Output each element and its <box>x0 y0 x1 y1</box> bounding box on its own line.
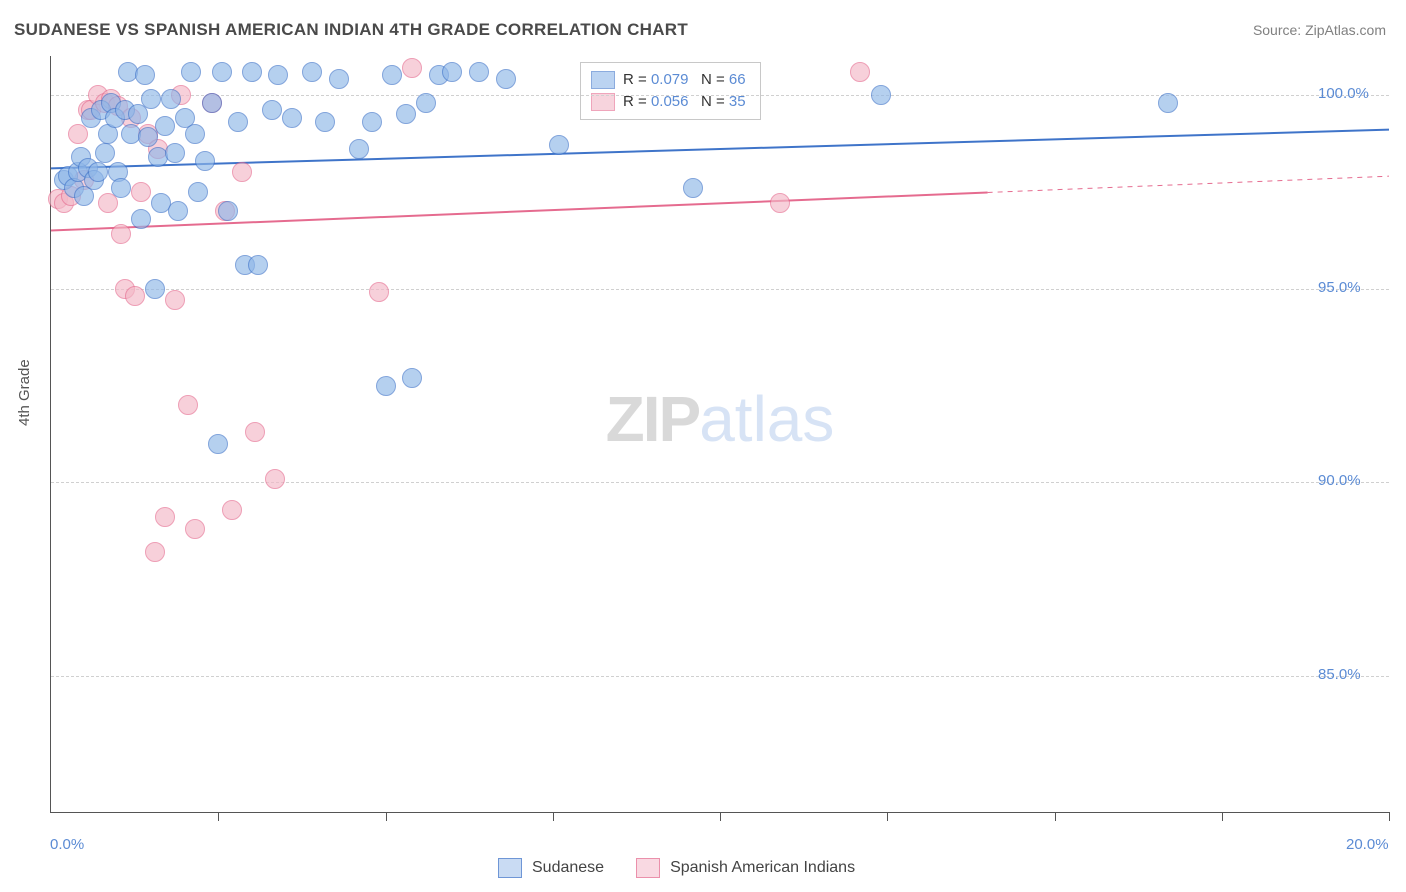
data-point <box>111 224 131 244</box>
data-point <box>135 65 155 85</box>
data-point <box>218 201 238 221</box>
chart-title: SUDANESE VS SPANISH AMERICAN INDIAN 4TH … <box>14 20 688 40</box>
y-tick-label: 90.0% <box>1318 472 1361 489</box>
legend-swatch <box>591 71 615 89</box>
data-point <box>362 112 382 132</box>
data-point <box>416 93 436 113</box>
legend-label: Sudanese <box>532 859 604 877</box>
data-point <box>98 193 118 213</box>
data-point <box>315 112 335 132</box>
watermark-atlas: atlas <box>699 383 834 455</box>
data-point <box>141 89 161 109</box>
data-point <box>178 395 198 415</box>
legend-swatch <box>636 858 660 878</box>
data-point <box>496 69 516 89</box>
y-tick-label: 95.0% <box>1318 279 1361 296</box>
data-point <box>68 124 88 144</box>
data-point <box>683 178 703 198</box>
data-point <box>268 65 288 85</box>
data-point <box>131 209 151 229</box>
watermark-zip: ZIP <box>606 383 700 455</box>
y-axis-label: 4th Grade <box>16 359 33 426</box>
x-tick <box>720 812 721 821</box>
data-point <box>188 182 208 202</box>
data-point <box>469 62 489 82</box>
x-tick <box>1222 812 1223 821</box>
data-point <box>155 507 175 527</box>
gridline <box>51 95 1389 96</box>
data-point <box>128 104 148 124</box>
data-point <box>185 519 205 539</box>
data-point <box>131 182 151 202</box>
data-point <box>349 139 369 159</box>
data-point <box>549 135 569 155</box>
data-point <box>262 100 282 120</box>
data-point <box>165 290 185 310</box>
data-point <box>382 65 402 85</box>
data-point <box>329 69 349 89</box>
data-point <box>402 58 422 78</box>
gridline <box>51 676 1389 677</box>
data-point <box>228 112 248 132</box>
data-point <box>95 143 115 163</box>
x-tick <box>386 812 387 821</box>
legend-text: R = 0.079 N = 66 <box>623 69 746 91</box>
x-tick-label: 0.0% <box>50 836 84 853</box>
trend-line <box>51 130 1389 169</box>
data-point <box>245 422 265 442</box>
gridline <box>51 289 1389 290</box>
data-point <box>232 162 252 182</box>
data-point <box>282 108 302 128</box>
data-point <box>442 62 462 82</box>
data-point <box>222 500 242 520</box>
correlation-legend: R = 0.079 N = 66R = 0.056 N = 35 <box>580 62 761 120</box>
data-point <box>88 162 108 182</box>
data-point <box>770 193 790 213</box>
data-point <box>165 143 185 163</box>
data-point <box>208 434 228 454</box>
scatter-plot: ZIPatlas R = 0.079 N = 66R = 0.056 N = 3… <box>50 56 1389 813</box>
data-point <box>850 62 870 82</box>
data-point <box>242 62 262 82</box>
data-point <box>402 368 422 388</box>
data-point <box>185 124 205 144</box>
trend-line-extrapolated <box>988 176 1389 192</box>
data-point <box>248 255 268 275</box>
data-point <box>302 62 322 82</box>
data-point <box>145 542 165 562</box>
x-tick <box>1055 812 1056 821</box>
data-point <box>369 282 389 302</box>
data-point <box>125 286 145 306</box>
legend-label: Spanish American Indians <box>670 859 855 877</box>
watermark: ZIPatlas <box>606 382 835 456</box>
x-tick <box>887 812 888 821</box>
x-tick <box>218 812 219 821</box>
data-point <box>396 104 416 124</box>
data-point <box>195 151 215 171</box>
data-point <box>212 62 232 82</box>
data-point <box>376 376 396 396</box>
y-tick-label: 85.0% <box>1318 666 1361 683</box>
data-point <box>202 93 222 113</box>
data-point <box>265 469 285 489</box>
gridline <box>51 482 1389 483</box>
data-point <box>145 279 165 299</box>
y-tick-label: 100.0% <box>1318 85 1369 102</box>
data-point <box>871 85 891 105</box>
data-point <box>111 178 131 198</box>
series-legend: Sudanese Spanish American Indians <box>498 858 877 878</box>
x-tick <box>1389 812 1390 821</box>
legend-swatch <box>498 858 522 878</box>
source-label: Source: ZipAtlas.com <box>1253 22 1386 38</box>
data-point <box>168 201 188 221</box>
data-point <box>161 89 181 109</box>
x-tick-label: 20.0% <box>1346 836 1389 853</box>
data-point <box>1158 93 1178 113</box>
data-point <box>155 116 175 136</box>
x-tick <box>553 812 554 821</box>
legend-row: R = 0.079 N = 66 <box>591 69 746 91</box>
data-point <box>181 62 201 82</box>
